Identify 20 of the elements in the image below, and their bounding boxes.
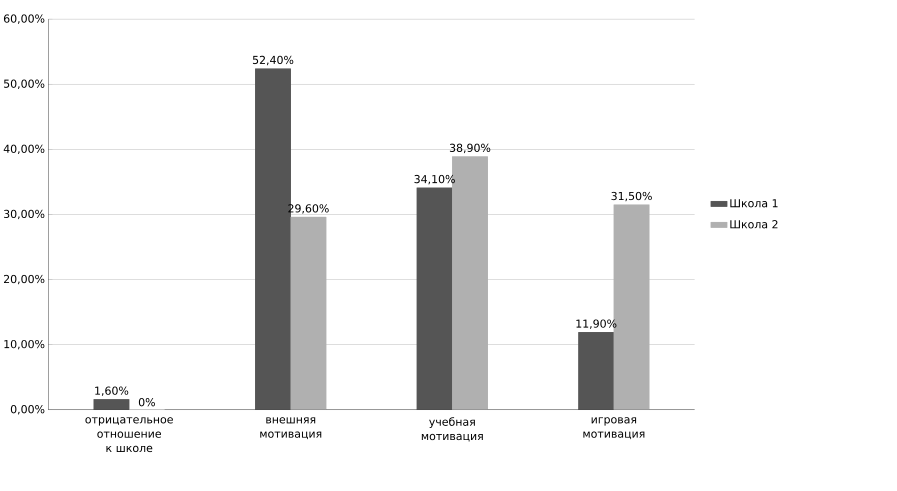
y-tick-label: 50,00% — [4, 79, 44, 89]
y-tick-label: 30,00% — [4, 210, 44, 220]
data-label: 34,10% — [414, 174, 455, 184]
data-label: 1,60% — [95, 386, 128, 396]
x-tick-label: учебная мотивация — [422, 417, 483, 442]
data-label: 52,40% — [252, 56, 294, 66]
y-tick-label: 0,00% — [10, 404, 44, 414]
y-tick-label: 60,00% — [4, 14, 44, 24]
legend-label: Школа 1 — [730, 199, 778, 208]
x-tick-label: отрицательное отношение к школе — [85, 417, 173, 452]
y-tick-label: 20,00% — [4, 274, 44, 284]
data-label: 31,50% — [611, 192, 652, 202]
y-tick-label: 10,00% — [4, 340, 44, 350]
x-tick-label: внешняя мотивация — [260, 417, 322, 440]
data-label: 38,90% — [450, 144, 490, 154]
y-tick-label: 40,00% — [4, 144, 44, 154]
data-label: 0% — [138, 398, 155, 406]
x-tick-label: игровая мотивация — [583, 417, 644, 440]
data-label: 11,90% — [576, 319, 616, 329]
legend-label: Школа 2 — [730, 220, 778, 228]
